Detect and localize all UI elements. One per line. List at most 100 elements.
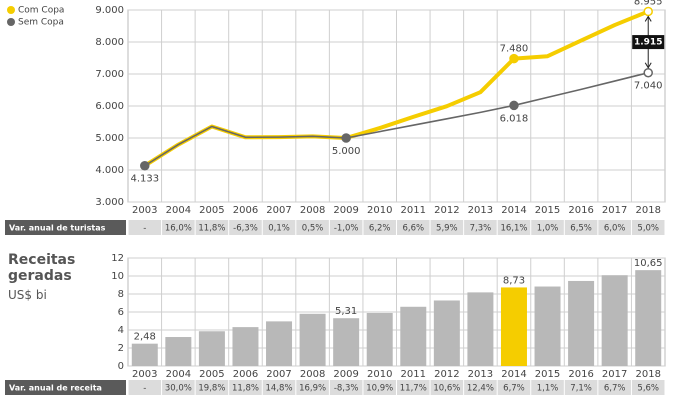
table-cell [162,380,195,395]
table-cell [531,380,564,395]
y-tick-label: 4 [118,325,124,336]
point [643,67,653,78]
point [643,6,653,17]
table-cell-text: - [143,384,146,394]
x-tick-label: 2006 [233,369,258,380]
x-tick-label: 2014 [501,205,526,216]
bar [266,321,293,366]
table-cell [598,220,631,235]
table-cell-text: 7,1% [570,384,592,394]
bar [534,286,561,366]
data-label: 8.955 [634,0,663,7]
table-label-cell [5,380,126,395]
x-tick-label: 2011 [401,369,426,380]
table-cell [229,380,262,395]
legend-label: Sem Copa [18,18,64,28]
x-tick-label: 2008 [300,369,325,380]
x-tick-label: 2004 [166,369,191,380]
table-cell [430,380,464,395]
table-cell-text: 5,9% [436,224,458,234]
table-cell [497,220,531,235]
y-tick-label: 5.000 [95,133,124,144]
table-cell-text: -8,3% [334,384,359,394]
bar [601,275,628,366]
table-cell-text: 6,2% [369,224,391,234]
table-cell [329,380,363,395]
table-cell-text: 19,8% [198,384,225,394]
x-tick-label: 2014 [501,369,526,380]
y-tick-label: 4.000 [95,165,124,176]
table-cell-text: -1,0% [334,224,359,234]
point [509,100,519,111]
series-line [144,71,649,167]
x-tick-label: 2008 [300,205,325,216]
table-cell [631,380,665,395]
y-tick-label: 7.000 [95,69,124,80]
table-cell [329,220,363,235]
bar [366,312,393,366]
table-cell [262,380,296,395]
x-tick-label: 2007 [266,205,291,216]
bar-chart-subtitle: US$ bi [8,288,47,302]
table-label-cell [5,220,126,235]
x-tick-label: 2006 [233,205,258,216]
bar [568,280,595,366]
table-cell [128,220,162,235]
legend-marker [7,6,15,14]
data-label: 7.480 [500,44,529,55]
table-cell-text: 10,6% [433,384,460,394]
x-tick-label: 2015 [535,369,560,380]
table-cell [363,380,396,395]
x-tick-label: 2017 [602,369,627,380]
y-tick-label: 10 [111,271,124,282]
x-tick-label: 2015 [535,205,560,216]
x-tick-label: 2016 [568,369,593,380]
x-tick-label: 2017 [602,205,627,216]
table-cell-text: 16,9% [299,384,326,394]
table-cell-text: - [143,224,146,234]
annotation: 1.915 [634,38,662,48]
data-label: 10,65 [634,258,663,269]
table-cell-text: 6,6% [402,224,424,234]
table-cell [296,380,329,395]
data-label: 8,73 [503,275,525,286]
y-tick-label: 6.000 [95,101,124,112]
x-tick-label: 2009 [333,205,358,216]
arrow-head [644,15,652,69]
table-cell [564,380,598,395]
legend-label: Com Copa [18,6,64,16]
table-cell [631,220,665,235]
x-tick-label: 2005 [199,369,224,380]
table-cell [464,220,497,235]
table-cell-text: 1,0% [537,224,559,234]
table-cell-text: 1,1% [537,384,559,394]
point [140,160,150,171]
table-cell-text: 6,7% [503,384,525,394]
table-label: Var. anual de receita [9,384,102,393]
x-tick-label: 2011 [401,205,426,216]
data-label: 5.000 [332,146,361,157]
x-tick-label: 2009 [333,369,358,380]
table-cell [162,220,195,235]
x-tick-label: 2013 [468,205,493,216]
table-cell-text: 11,8% [198,224,225,234]
y-tick-label: 8 [118,289,124,300]
y-tick-label: 2 [118,343,124,354]
x-tick-label: 2016 [568,205,593,216]
x-tick-label: 2013 [468,369,493,380]
x-tick-label: 2007 [266,369,291,380]
x-tick-label: 2003 [132,369,157,380]
x-tick-label: 2018 [635,369,660,380]
table-cell [195,220,229,235]
table-cell-text: 30,0% [165,384,192,394]
bar-chart-title: Receitas geradas [8,252,76,284]
bar [232,327,259,366]
table-cell [397,220,430,235]
y-tick-label: 3.000 [95,197,124,208]
table-cell [497,380,531,395]
y-tick-label: 6 [118,307,124,318]
bar [198,331,225,366]
legend-marker [7,18,15,26]
